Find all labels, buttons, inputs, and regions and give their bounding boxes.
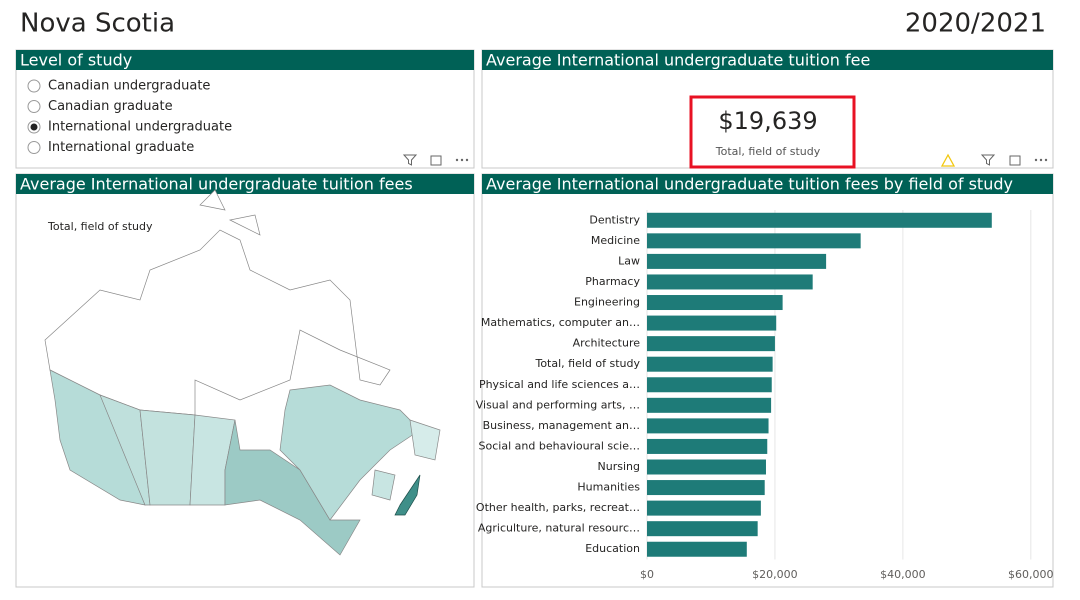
radio-label[interactable]: International undergraduate (48, 120, 232, 135)
y-tick-label: Visual and performing arts, … (476, 398, 640, 411)
x-tick-label: $0 (640, 568, 654, 581)
radio-button[interactable] (27, 79, 41, 93)
y-tick-label: Agriculture, natural resourc… (478, 522, 640, 535)
panel-header (482, 174, 1053, 194)
y-tick-label: Engineering (574, 296, 640, 309)
bar (647, 295, 783, 311)
y-tick-label: Mathematics, computer an… (481, 316, 640, 329)
x-tick-label: $60,000 (1008, 568, 1054, 581)
radio-button[interactable] (27, 141, 41, 154)
bar (647, 274, 813, 290)
bar (647, 397, 772, 413)
bar (647, 315, 777, 331)
y-tick-label: Law (618, 254, 640, 267)
bar (647, 212, 992, 228)
bar (647, 500, 761, 516)
panel-icons (402, 154, 469, 166)
panel-title: Average International undergraduate tuit… (20, 175, 413, 194)
map (44, 189, 441, 556)
bar (647, 336, 775, 352)
bar (647, 438, 768, 454)
radio-label[interactable]: International graduate (48, 140, 194, 155)
radio-button[interactable] (27, 100, 41, 113)
bar (647, 521, 758, 537)
highlight-box (689, 95, 856, 169)
y-tick-label: Physical and life sciences a… (479, 378, 640, 391)
kpi-value: $19,639 (718, 107, 817, 135)
radio-group: Canadian undergraduate Canadian graduate I… (27, 79, 232, 155)
x-tick-label: $40,000 (880, 568, 926, 581)
x-tick-label: $20,000 (752, 568, 798, 581)
map-label: Total, field of study (47, 220, 153, 233)
y-tick-label: Business, management an… (483, 419, 640, 432)
y-tick-label: Medicine (591, 234, 640, 247)
radio-dot (30, 123, 38, 131)
bar (647, 418, 769, 434)
page-title: Nova Scotia (20, 9, 175, 39)
panel-header (16, 174, 474, 194)
y-tick-label: Social and behavioural scie… (479, 439, 640, 452)
y-tick-label: Pharmacy (585, 275, 640, 288)
y-tick-label: Dentistry (589, 213, 640, 226)
kpi-label: Total, field of study (715, 145, 821, 158)
panel-header (482, 50, 1053, 70)
bar-chart: $0 $20,000 $40,000 $60,000 Dentistry Medicine… (476, 210, 1054, 581)
bar (647, 541, 747, 557)
bar (647, 253, 827, 269)
bar (647, 356, 773, 372)
panel-header (16, 50, 474, 70)
bar (647, 459, 766, 475)
page-period: 2020/2021 (905, 9, 1046, 39)
y-tick-label: Architecture (573, 337, 641, 350)
y-tick-label: Humanities (577, 481, 640, 494)
panel-title: Average International undergraduate tuit… (486, 51, 870, 70)
panel-title: Level of study (20, 51, 132, 70)
bar (647, 233, 861, 249)
y-tick-label: Other health, parks, recreat… (476, 501, 640, 514)
bar (647, 377, 772, 393)
panel-icons (940, 153, 1048, 167)
radio-label[interactable]: Canadian graduate (48, 99, 173, 114)
bar (647, 480, 765, 496)
y-tick-label: Education (585, 542, 640, 555)
radio-label[interactable]: Canadian undergraduate (48, 79, 210, 94)
chart-title: Average International undergraduate tuit… (486, 175, 1013, 194)
y-tick-label: Total, field of study (534, 357, 640, 370)
y-tick-label: Nursing (598, 460, 640, 473)
